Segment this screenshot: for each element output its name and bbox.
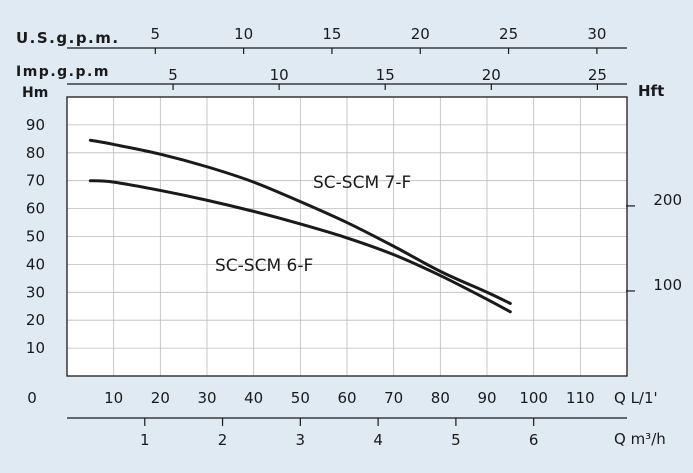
- y-tick-label-hm: 80: [26, 144, 45, 162]
- x-tick-label-lmin: 60: [337, 389, 356, 407]
- x-tick-label-lmin: 50: [291, 389, 310, 407]
- hft-unit-label: Hft: [638, 82, 664, 100]
- y-tick-label-hm: 90: [26, 116, 45, 134]
- impgpm-unit-label: Imp.g.p.m: [16, 64, 110, 80]
- y-tick-label-hm: 20: [26, 311, 45, 329]
- y-tick-label-hm: 30: [26, 283, 45, 301]
- x-tick-label-impgpm: 5: [168, 66, 178, 84]
- x-tick-label-m3h: 2: [218, 431, 228, 449]
- q-lmin-unit-label: Q L/1': [614, 389, 658, 407]
- tick-labels: 0 10 20 30 40 50 60 70 80 90 100 110102030405060708…: [26, 25, 682, 449]
- y-tick-label-hm: 50: [26, 228, 45, 246]
- x-tick-label-usgpm: 20: [411, 25, 430, 43]
- x-tick-label-m3h: 3: [296, 431, 306, 449]
- series-line-6f: [88, 179, 512, 314]
- y-tick-label-hm: 40: [26, 255, 45, 273]
- series-line-7f: [88, 138, 512, 305]
- x-tick-label-lmin: 20: [151, 389, 170, 407]
- x-tick-label-impgpm: 15: [376, 66, 395, 84]
- y-tick-label-hft: 100: [653, 276, 682, 294]
- y-tick-label-hm: 60: [26, 200, 45, 218]
- grid: [67, 97, 628, 376]
- series-label-6f: SC-SCM 6-F: [215, 256, 313, 276]
- x-tick-label-lmin: 30: [197, 389, 216, 407]
- x-tick-label-usgpm: 10: [234, 25, 253, 43]
- series-label-7f: SC-SCM 7-F: [313, 173, 411, 193]
- x-tick-label-usgpm: 30: [587, 25, 606, 43]
- hm-unit-label: Hm: [22, 85, 48, 101]
- y-tick-label-hft: 200: [653, 191, 682, 209]
- x-tick-label-impgpm: 10: [270, 66, 289, 84]
- x-tick-label-lmin: 90: [477, 389, 496, 407]
- x-tick-label-lmin: 70: [384, 389, 403, 407]
- unit-labels: U.S.g.p.m. Imp.g.p.m Hm Hft Q L/1' Q m³/…: [16, 29, 666, 448]
- plot-frame: [66, 96, 628, 377]
- series-labels: SC-SCM 7-F SC-SCM 6-F: [215, 173, 411, 276]
- usgpm-unit-label: U.S.g.p.m.: [16, 29, 120, 47]
- x-tick-label-usgpm: 25: [499, 25, 518, 43]
- x-tick-label-lmin: 110: [566, 389, 595, 407]
- x-tick-label-lmin: 80: [431, 389, 450, 407]
- x-tick-label-m3h: 4: [373, 431, 383, 449]
- x-tick-label-m3h: 5: [451, 431, 461, 449]
- y-tick-label-hm: 10: [26, 339, 45, 357]
- x-tick-label-lmin: 0: [27, 389, 37, 407]
- x-tick-label-m3h: 6: [529, 431, 539, 449]
- x-tick-label-lmin: 40: [244, 389, 263, 407]
- x-tick-label-usgpm: 5: [151, 25, 161, 43]
- x-tick-label-m3h: 1: [140, 431, 150, 449]
- y-tick-label-hm: 70: [26, 172, 45, 190]
- x-tick-label-usgpm: 15: [322, 25, 341, 43]
- x-tick-label-lmin: 100: [519, 389, 548, 407]
- q-m3h-unit-label: Q m³/h: [614, 430, 666, 448]
- x-tick-label-impgpm: 25: [588, 66, 607, 84]
- x-tick-label-impgpm: 20: [482, 66, 501, 84]
- series-group: [88, 138, 512, 314]
- x-tick-label-lmin: 10: [104, 389, 123, 407]
